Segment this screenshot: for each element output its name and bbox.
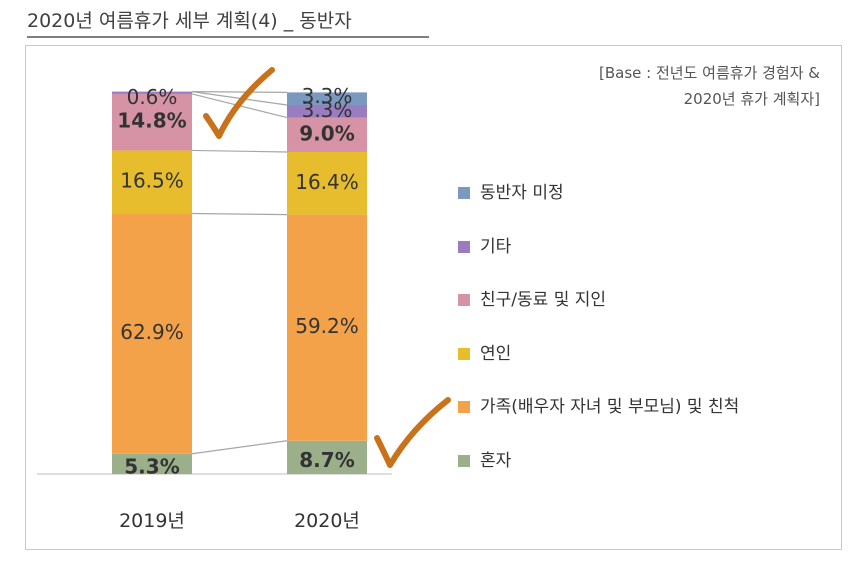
- data-label: 8.7%: [299, 448, 354, 472]
- bar-segment: [287, 117, 367, 152]
- connector-line: [191, 212, 288, 216]
- legend-label: 연인: [480, 343, 512, 364]
- data-label: 16.4%: [295, 170, 359, 194]
- data-label: 14.8%: [117, 109, 186, 133]
- bar-segment: [287, 104, 367, 118]
- legend-swatch: [458, 187, 470, 199]
- legend-swatch: [458, 294, 470, 306]
- base-note: [Base : 전년도 여름휴가 경험자 & 2020년 휴가 계획자]: [599, 60, 820, 112]
- data-label: 16.5%: [120, 168, 184, 192]
- bar-segment: [287, 440, 367, 474]
- bar-segment: [287, 151, 367, 215]
- data-label: 62.9%: [120, 320, 184, 344]
- bar-segment: [112, 91, 192, 94]
- legend-swatch: [458, 240, 470, 253]
- base-note-line1: [Base : 전년도 여름휴가 경험자 &: [599, 64, 820, 82]
- connector-line: [191, 91, 288, 93]
- legend-label: 가족(배우자 자녀 및 부모님) 및 친척: [480, 397, 740, 417]
- title-underline: [27, 36, 429, 38]
- legend-label: 혼자: [480, 450, 512, 471]
- checkmark-icon: [374, 397, 451, 468]
- bar-segment: [112, 213, 192, 454]
- data-label: 3.3%: [302, 84, 353, 108]
- legend-swatch: [458, 347, 470, 360]
- data-label: 3.3%: [302, 98, 353, 122]
- legend-swatch: [458, 401, 470, 413]
- legend-label: 기타: [480, 236, 512, 257]
- data-label: 59.2%: [295, 314, 359, 338]
- data-label: 5.3%: [124, 454, 179, 478]
- connector-line: [191, 149, 288, 153]
- bar-segment: [287, 92, 367, 105]
- category-label: 2020년: [294, 510, 360, 532]
- data-label: 0.6%: [127, 85, 178, 109]
- legend-swatch: [458, 454, 470, 467]
- connector-line: [191, 440, 288, 455]
- legend-label: 동반자 미정: [480, 183, 564, 203]
- page-title: 2020년 여름휴가 세부 계획(4) _ 동반자: [27, 10, 352, 32]
- category-label: 2019년: [119, 510, 185, 532]
- bar-segment: [287, 214, 367, 441]
- bar-segment: [112, 150, 192, 214]
- base-note-line2: 2020년 휴가 계획자]: [683, 90, 820, 108]
- legend-label: 친구/동료 및 지인: [480, 290, 607, 310]
- chart-frame: [25, 45, 842, 550]
- checkmark-icon: [203, 67, 275, 139]
- data-label: 9.0%: [299, 121, 354, 145]
- bar-segment: [112, 93, 192, 151]
- bar-segment: [112, 453, 192, 474]
